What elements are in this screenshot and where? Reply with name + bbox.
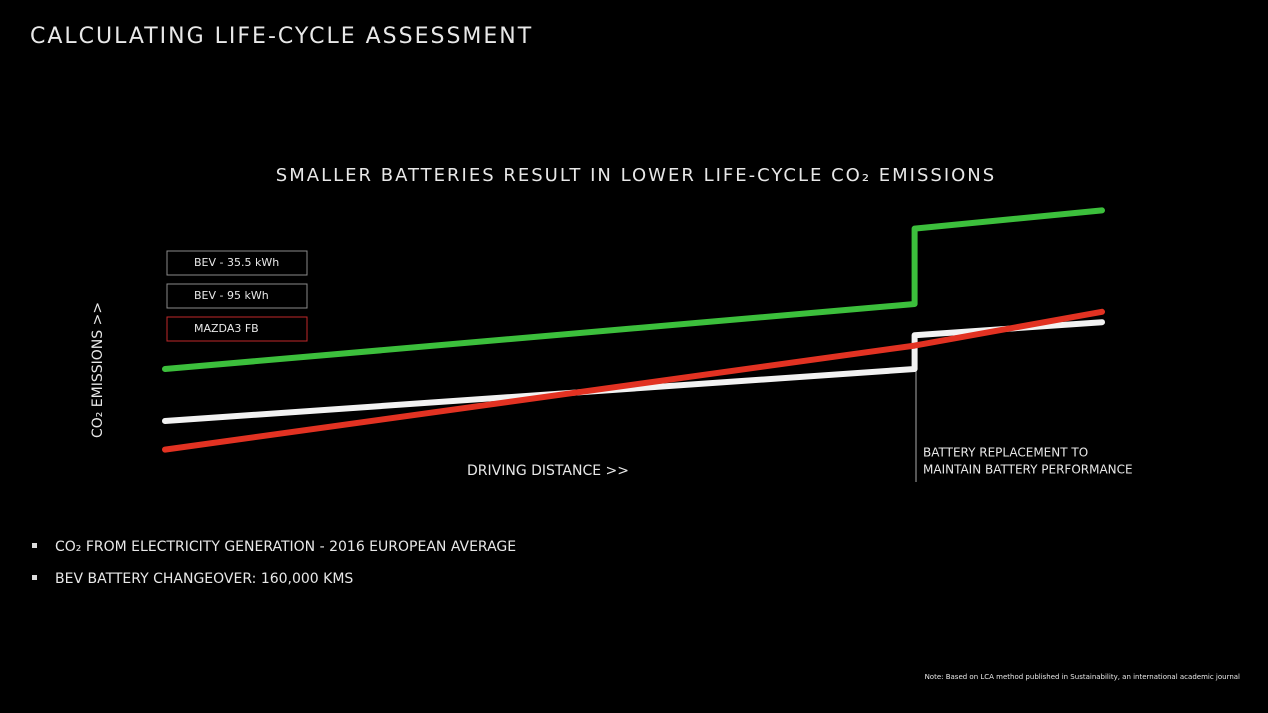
note: BEV BATTERY CHANGEOVER: 160,000 KMS <box>55 571 353 587</box>
series-line <box>162 308 1105 453</box>
x-axis-label: DRIVING DISTANCE >> <box>467 463 629 479</box>
slide-title: CALCULATING LIFE-CYCLE ASSESSMENT <box>30 24 533 49</box>
footnote: Note: Based on LCA method published in S… <box>925 673 1240 681</box>
chart-subtitle: SMALLER BATTERIES RESULT IN LOWER LIFE-C… <box>276 165 996 186</box>
series-line <box>162 207 1105 372</box>
annotation: MAINTAIN BATTERY PERFORMANCE <box>923 463 1133 477</box>
legend-label: BEV - 35.5 kWh <box>194 256 279 269</box>
bullet <box>32 543 37 548</box>
y-axis-label: CO₂ EMISSIONS >> <box>90 302 106 438</box>
legend-box <box>166 250 308 276</box>
legend-label: MAZDA3 FB <box>194 322 259 335</box>
annotation: BATTERY REPLACEMENT TO <box>923 446 1088 460</box>
legend-box <box>166 283 308 309</box>
bullet <box>32 575 37 580</box>
note: CO₂ FROM ELECTRICITY GENERATION - 2016 E… <box>55 539 516 555</box>
legend-box <box>166 316 308 342</box>
legend-label: BEV - 95 kWh <box>194 289 269 302</box>
